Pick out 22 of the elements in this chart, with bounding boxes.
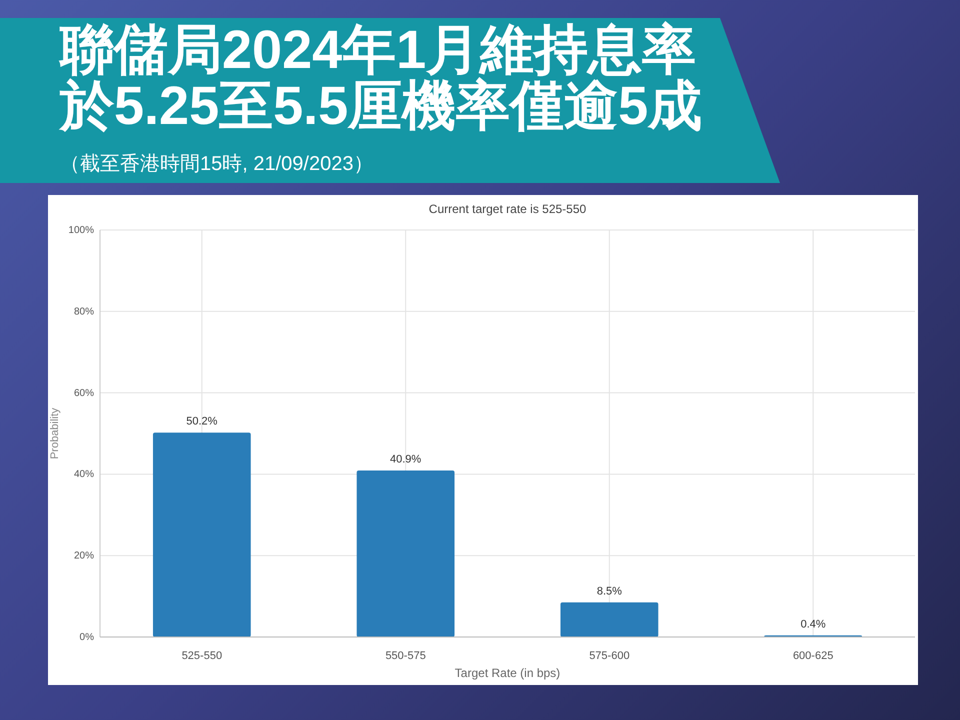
x-tick-label: 575-600 <box>589 650 630 662</box>
y-tick-label: 60% <box>74 388 94 399</box>
bar <box>152 432 251 637</box>
data-label: 0.4% <box>800 618 826 630</box>
chart-subtitle: Current target rate is 525-550 <box>428 202 587 216</box>
x-tick-label: 525-550 <box>182 650 222 662</box>
y-tick-label: 40% <box>74 469 94 480</box>
data-label: 40.9% <box>390 454 422 466</box>
x-tick-label: 550-575 <box>385 650 426 662</box>
y-tick-label: 20% <box>74 550 94 562</box>
data-label: 50.2% <box>186 416 218 428</box>
y-tick-label: 80% <box>74 306 94 318</box>
x-axis-title: Target Rate (in bps) <box>454 666 560 680</box>
y-axis-title: Probability <box>49 407 61 460</box>
bar <box>356 470 455 637</box>
x-tick-label: 600-625 <box>792 650 834 662</box>
data-label: 8.5% <box>596 585 622 598</box>
chart-title: 聯儲局2024年1月維持息率於5.25至5.5厘機率僅逾5成 <box>60 20 704 136</box>
y-tick-label: 100% <box>68 225 94 236</box>
y-tick-label: 0% <box>80 632 94 643</box>
bar <box>560 602 658 637</box>
text: （截至香港時間15時, 21/09/2023） <box>60 152 374 177</box>
